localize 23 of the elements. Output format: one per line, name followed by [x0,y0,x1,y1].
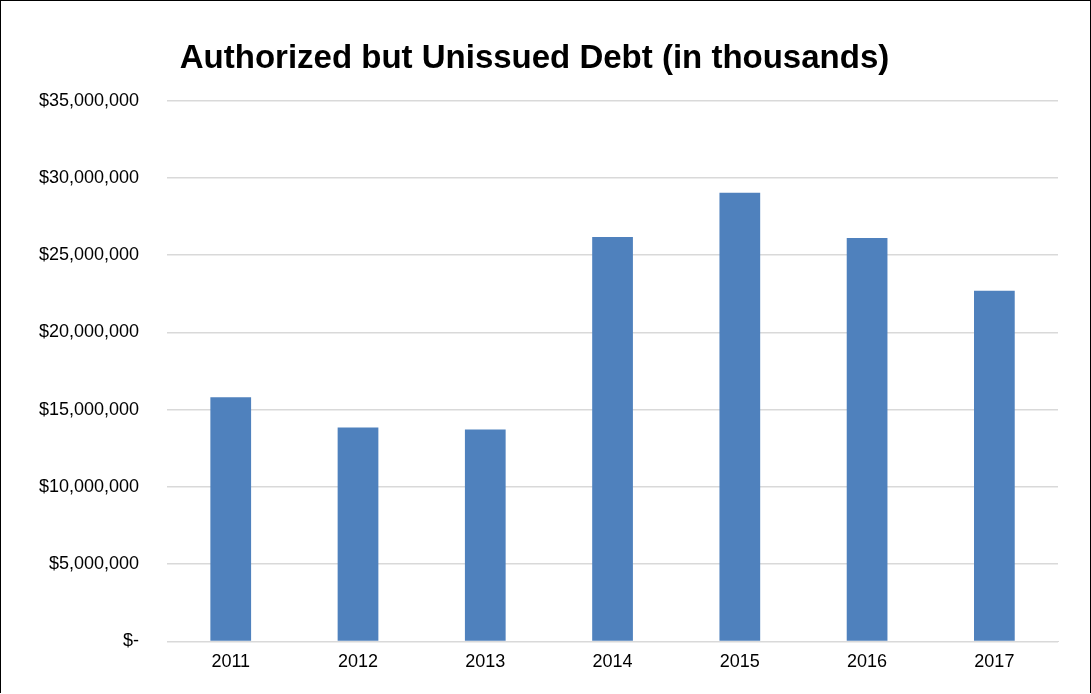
bar [210,397,252,641]
y-tick-label: $- [123,630,140,651]
y-tick-label: $10,000,000 [38,475,140,496]
x-tick-label: 2011 [211,651,251,672]
y-tick-label: $5,000,000 [49,553,140,574]
x-tick-label: 2016 [847,651,888,672]
y-tick-label: $25,000,000 [38,244,140,265]
y-tick-label: $15,000,000 [38,398,140,419]
x-tick-label: 2017 [974,651,1015,672]
bar [592,237,633,641]
y-tick-label: $20,000,000 [38,321,140,342]
bar [337,427,379,641]
x-tick-label: 2013 [465,651,506,672]
y-tick-label: $35,000,000 [38,89,140,110]
bar [719,192,761,641]
bar [974,290,1015,641]
chart-title: Authorized but Unissued Debt (in thousands) [179,37,890,75]
y-tick-label: $30,000,000 [38,166,140,187]
x-tick-label: 2012 [337,651,379,672]
x-tick-label: 2015 [719,651,760,672]
bar [846,238,888,641]
x-tick-label: 2014 [592,651,633,672]
bar [464,429,506,641]
